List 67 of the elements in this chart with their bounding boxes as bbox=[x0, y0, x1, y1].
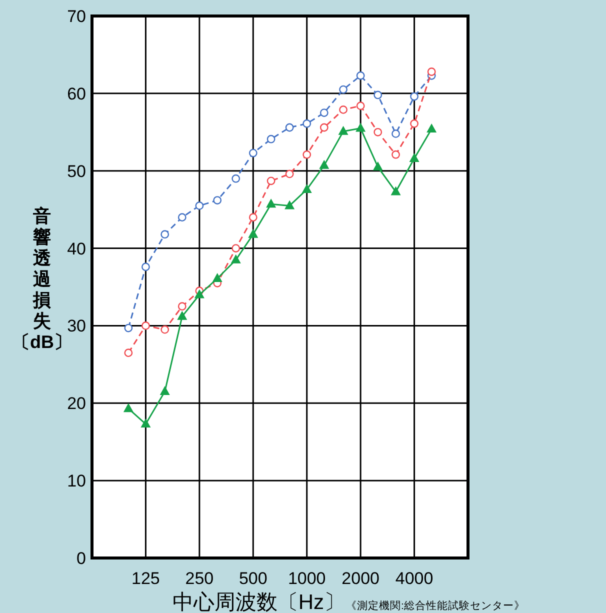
point bbox=[195, 202, 204, 210]
point bbox=[124, 348, 133, 358]
point bbox=[213, 196, 222, 204]
point bbox=[232, 244, 240, 252]
point bbox=[178, 302, 186, 311]
point bbox=[302, 184, 312, 193]
point bbox=[410, 92, 418, 101]
point bbox=[248, 228, 258, 238]
x-tick-label: 125 bbox=[132, 569, 160, 588]
point bbox=[123, 403, 134, 412]
point bbox=[338, 126, 348, 135]
point bbox=[409, 152, 420, 162]
point bbox=[284, 200, 295, 210]
x-axis-title: 中心周波数〔Hz〕 bbox=[172, 591, 345, 613]
point bbox=[212, 272, 222, 282]
x-tick-label: 2000 bbox=[342, 569, 380, 588]
point bbox=[194, 289, 204, 298]
point bbox=[140, 418, 151, 428]
point bbox=[248, 148, 258, 158]
x-tick-label: 500 bbox=[238, 569, 268, 588]
point bbox=[302, 119, 312, 128]
point bbox=[374, 128, 382, 136]
point bbox=[339, 105, 348, 114]
point bbox=[427, 68, 436, 76]
point bbox=[178, 213, 186, 222]
point bbox=[392, 129, 400, 138]
point bbox=[426, 124, 437, 133]
point bbox=[392, 150, 400, 159]
point bbox=[160, 230, 170, 239]
point bbox=[160, 325, 170, 334]
point bbox=[320, 108, 328, 117]
y-tick-label: 10 bbox=[67, 472, 86, 491]
point bbox=[410, 119, 418, 128]
point bbox=[142, 322, 150, 330]
point bbox=[266, 134, 276, 144]
point bbox=[285, 170, 294, 178]
x-tick-label: 1000 bbox=[288, 569, 326, 588]
y-tick-label: 20 bbox=[67, 394, 86, 414]
x-tick-label: 250 bbox=[185, 569, 214, 588]
point bbox=[372, 161, 383, 170]
point bbox=[320, 123, 328, 132]
text: 《測定機関:総合性能試験センター》 bbox=[346, 599, 525, 612]
point bbox=[142, 262, 150, 272]
point bbox=[374, 90, 382, 100]
point bbox=[160, 386, 170, 396]
y-tick-label: 0 bbox=[76, 549, 86, 568]
point bbox=[356, 122, 366, 132]
y-tick-label: 50 bbox=[67, 162, 86, 181]
point bbox=[266, 198, 276, 208]
x-tick-label: 4000 bbox=[395, 569, 434, 588]
point bbox=[232, 174, 240, 183]
point bbox=[285, 123, 294, 132]
point bbox=[339, 85, 348, 94]
point bbox=[319, 160, 330, 169]
y-tick-label: 40 bbox=[67, 239, 86, 258]
point bbox=[266, 176, 276, 186]
point bbox=[230, 254, 241, 264]
y-tick-label: 70 bbox=[67, 7, 86, 26]
point bbox=[302, 150, 312, 159]
y-tick-label: 60 bbox=[67, 84, 86, 104]
point bbox=[356, 102, 365, 110]
y-tick-label: 30 bbox=[67, 316, 86, 336]
point bbox=[248, 213, 258, 222]
point bbox=[177, 310, 188, 320]
point bbox=[356, 71, 365, 80]
point bbox=[390, 186, 401, 196]
point bbox=[124, 324, 133, 332]
